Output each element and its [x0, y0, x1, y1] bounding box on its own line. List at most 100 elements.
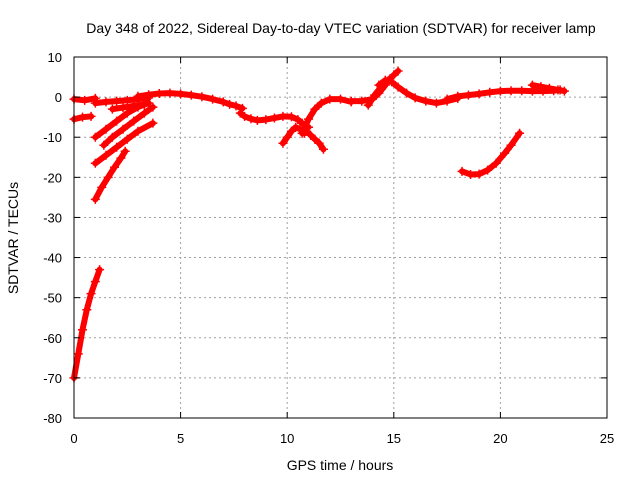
data-point [474, 169, 484, 179]
x-tick-label: 20 [493, 431, 507, 446]
data-point [304, 114, 314, 124]
data-point [112, 96, 122, 106]
data-point [103, 172, 113, 182]
y-tick-label: -10 [43, 130, 62, 145]
data-point [122, 134, 132, 144]
data-point [316, 98, 326, 108]
data-point [90, 132, 100, 142]
data-point [410, 93, 420, 103]
data-point [370, 90, 380, 100]
data-point [122, 108, 132, 118]
y-tick-label: -30 [43, 210, 62, 225]
data-point [208, 94, 218, 104]
data-point [218, 97, 228, 107]
x-tick-label: 15 [387, 431, 401, 446]
data-point [500, 148, 510, 158]
data-point [483, 165, 493, 175]
data-point [357, 96, 367, 106]
data-point [485, 87, 495, 97]
data-point [186, 90, 196, 100]
data-point [544, 83, 554, 93]
data-point [553, 85, 563, 95]
data-point [133, 91, 143, 101]
data-point [97, 182, 107, 192]
x-axis-label: GPS time / hours [287, 457, 394, 473]
y-tick-label: -70 [43, 371, 62, 386]
data-point [380, 75, 390, 85]
data-point [506, 86, 516, 96]
series-trace [109, 101, 148, 113]
data-point [527, 80, 537, 90]
data-point [387, 77, 397, 87]
data-point [139, 108, 149, 118]
data-point [90, 277, 100, 287]
plot-frame [73, 56, 608, 419]
data-point [517, 86, 527, 96]
data-point [101, 150, 111, 160]
data-point [90, 158, 100, 168]
axis-ticks: 0 5 10 15 20 25 -80 -70 -60 -50 -40 -30 -20 -10 0 10 [43, 50, 614, 446]
y-tick-label: -50 [43, 291, 62, 306]
y-tick-label: -60 [43, 331, 62, 346]
data-point [95, 265, 105, 275]
data-point [90, 194, 100, 204]
x-tick-label: 25 [600, 431, 614, 446]
data-point [515, 128, 525, 138]
series-trace-19 [527, 80, 569, 96]
data-point [78, 112, 88, 122]
data-point [286, 126, 296, 136]
data-point [466, 170, 476, 180]
data-point [112, 142, 122, 152]
data-point [393, 82, 403, 92]
data-point [120, 146, 130, 156]
data-point [252, 115, 262, 125]
data-point [148, 118, 158, 128]
data-point [139, 99, 149, 109]
data-point [225, 99, 235, 109]
data-point [101, 97, 111, 107]
data-point [86, 111, 96, 121]
data-point [431, 98, 441, 108]
y-tick-label: 0 [55, 90, 62, 105]
data-point [118, 124, 128, 134]
chart-title: Day 348 of 2022, Sidereal Day-to-day VTE… [86, 20, 596, 36]
data-point [86, 289, 96, 299]
data-point [90, 98, 100, 108]
data-point [310, 134, 320, 144]
data-point [129, 116, 139, 126]
data-point [314, 138, 324, 148]
data-point [474, 89, 484, 99]
data-point [73, 349, 83, 359]
series-trace [375, 77, 461, 107]
series-trace-5 [90, 118, 158, 168]
data-point [506, 140, 516, 150]
y-axis-label: SDTVAR / TECUs [5, 182, 21, 294]
data-point [278, 138, 288, 148]
data-point [231, 101, 241, 111]
data-point [101, 124, 111, 134]
x-tick-label: 10 [280, 431, 294, 446]
data-point [165, 88, 175, 98]
data-point [107, 132, 117, 142]
x-tick-label: 5 [177, 431, 184, 446]
data-point [118, 103, 128, 113]
data-point [122, 95, 132, 105]
data-point [442, 94, 452, 104]
data-point [421, 96, 431, 106]
data-point [110, 162, 120, 172]
data-point [176, 89, 186, 99]
y-tick-label: -20 [43, 170, 62, 185]
data-point [82, 305, 92, 315]
data-point [453, 91, 463, 101]
data-point [107, 104, 117, 114]
data-point [112, 116, 122, 126]
series-trace-10 [133, 88, 247, 113]
data-point [154, 89, 164, 99]
data-point [495, 86, 505, 96]
data-point [116, 153, 126, 163]
data-point [393, 66, 403, 76]
data-point [246, 114, 256, 124]
data-point [278, 111, 288, 121]
y-tick-label: -40 [43, 251, 62, 266]
